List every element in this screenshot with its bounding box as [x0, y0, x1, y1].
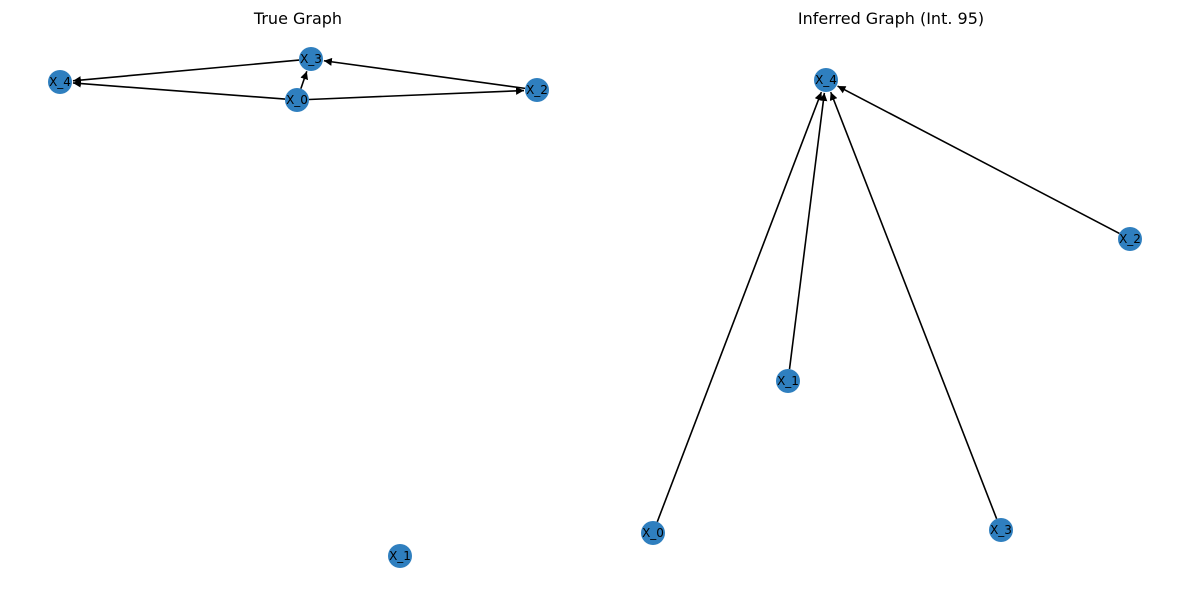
- edge-group: [72, 57, 526, 101]
- edge-X_1-to-X_4: [788, 92, 828, 370]
- node-X_1: X_1: [776, 369, 800, 393]
- node-label: X_0: [286, 93, 308, 107]
- node-label: X_4: [49, 75, 71, 89]
- node-circle: [299, 47, 323, 71]
- panel-title: Inferred Graph (Int. 95): [798, 9, 984, 28]
- node-label: X_4: [815, 73, 837, 87]
- node-X_2: X_2: [1118, 227, 1142, 251]
- node-circle: [285, 88, 309, 112]
- node-label: X_0: [642, 526, 664, 540]
- node-X_0: X_0: [641, 521, 665, 545]
- panel-title: True Graph: [253, 9, 342, 28]
- edge-X_0-to-X_2: [308, 86, 525, 101]
- node-circle: [525, 78, 549, 102]
- edge-X_0-to-X_4: [656, 91, 823, 523]
- node-circle: [776, 369, 800, 393]
- edge-X_2-to-X_4: [837, 85, 1120, 235]
- node-circle: [814, 68, 838, 92]
- node-label: X_2: [526, 83, 548, 97]
- edge-group: [656, 85, 1120, 523]
- panel-inferred-graph: Inferred Graph (Int. 95) X_4 X_2 X_1 X_0 X_3: [641, 9, 1142, 545]
- edge-X_2-to-X_3: [323, 57, 526, 90]
- node-label: X_2: [1119, 232, 1141, 246]
- edge-X_0-to-X_4: [72, 79, 286, 100]
- node-label: X_1: [389, 549, 411, 563]
- node-X_1: X_1: [388, 544, 412, 568]
- node-circle: [641, 521, 665, 545]
- panel-true-graph: True Graph X_4 X_3 X_0 X_2 X_1: [48, 9, 549, 568]
- node-label: X_3: [300, 52, 322, 66]
- node-group: X_4 X_2 X_1 X_0 X_3: [641, 68, 1142, 545]
- node-circle: [388, 544, 412, 568]
- node-X_3: X_3: [989, 518, 1013, 542]
- node-group: X_4 X_3 X_0 X_2 X_1: [48, 47, 549, 568]
- node-X_3: X_3: [299, 47, 323, 71]
- node-label: X_3: [990, 523, 1012, 537]
- node-label: X_1: [777, 374, 799, 388]
- node-X_4: X_4: [814, 68, 838, 92]
- edge-X_3-to-X_4: [72, 59, 300, 85]
- node-X_2: X_2: [525, 78, 549, 102]
- node-circle: [1118, 227, 1142, 251]
- node-X_0: X_0: [285, 88, 309, 112]
- node-circle: [48, 70, 72, 94]
- node-X_4: X_4: [48, 70, 72, 94]
- edge-X_0-to-X_3: [300, 71, 308, 89]
- edge-X_3-to-X_4: [829, 91, 998, 520]
- node-circle: [989, 518, 1013, 542]
